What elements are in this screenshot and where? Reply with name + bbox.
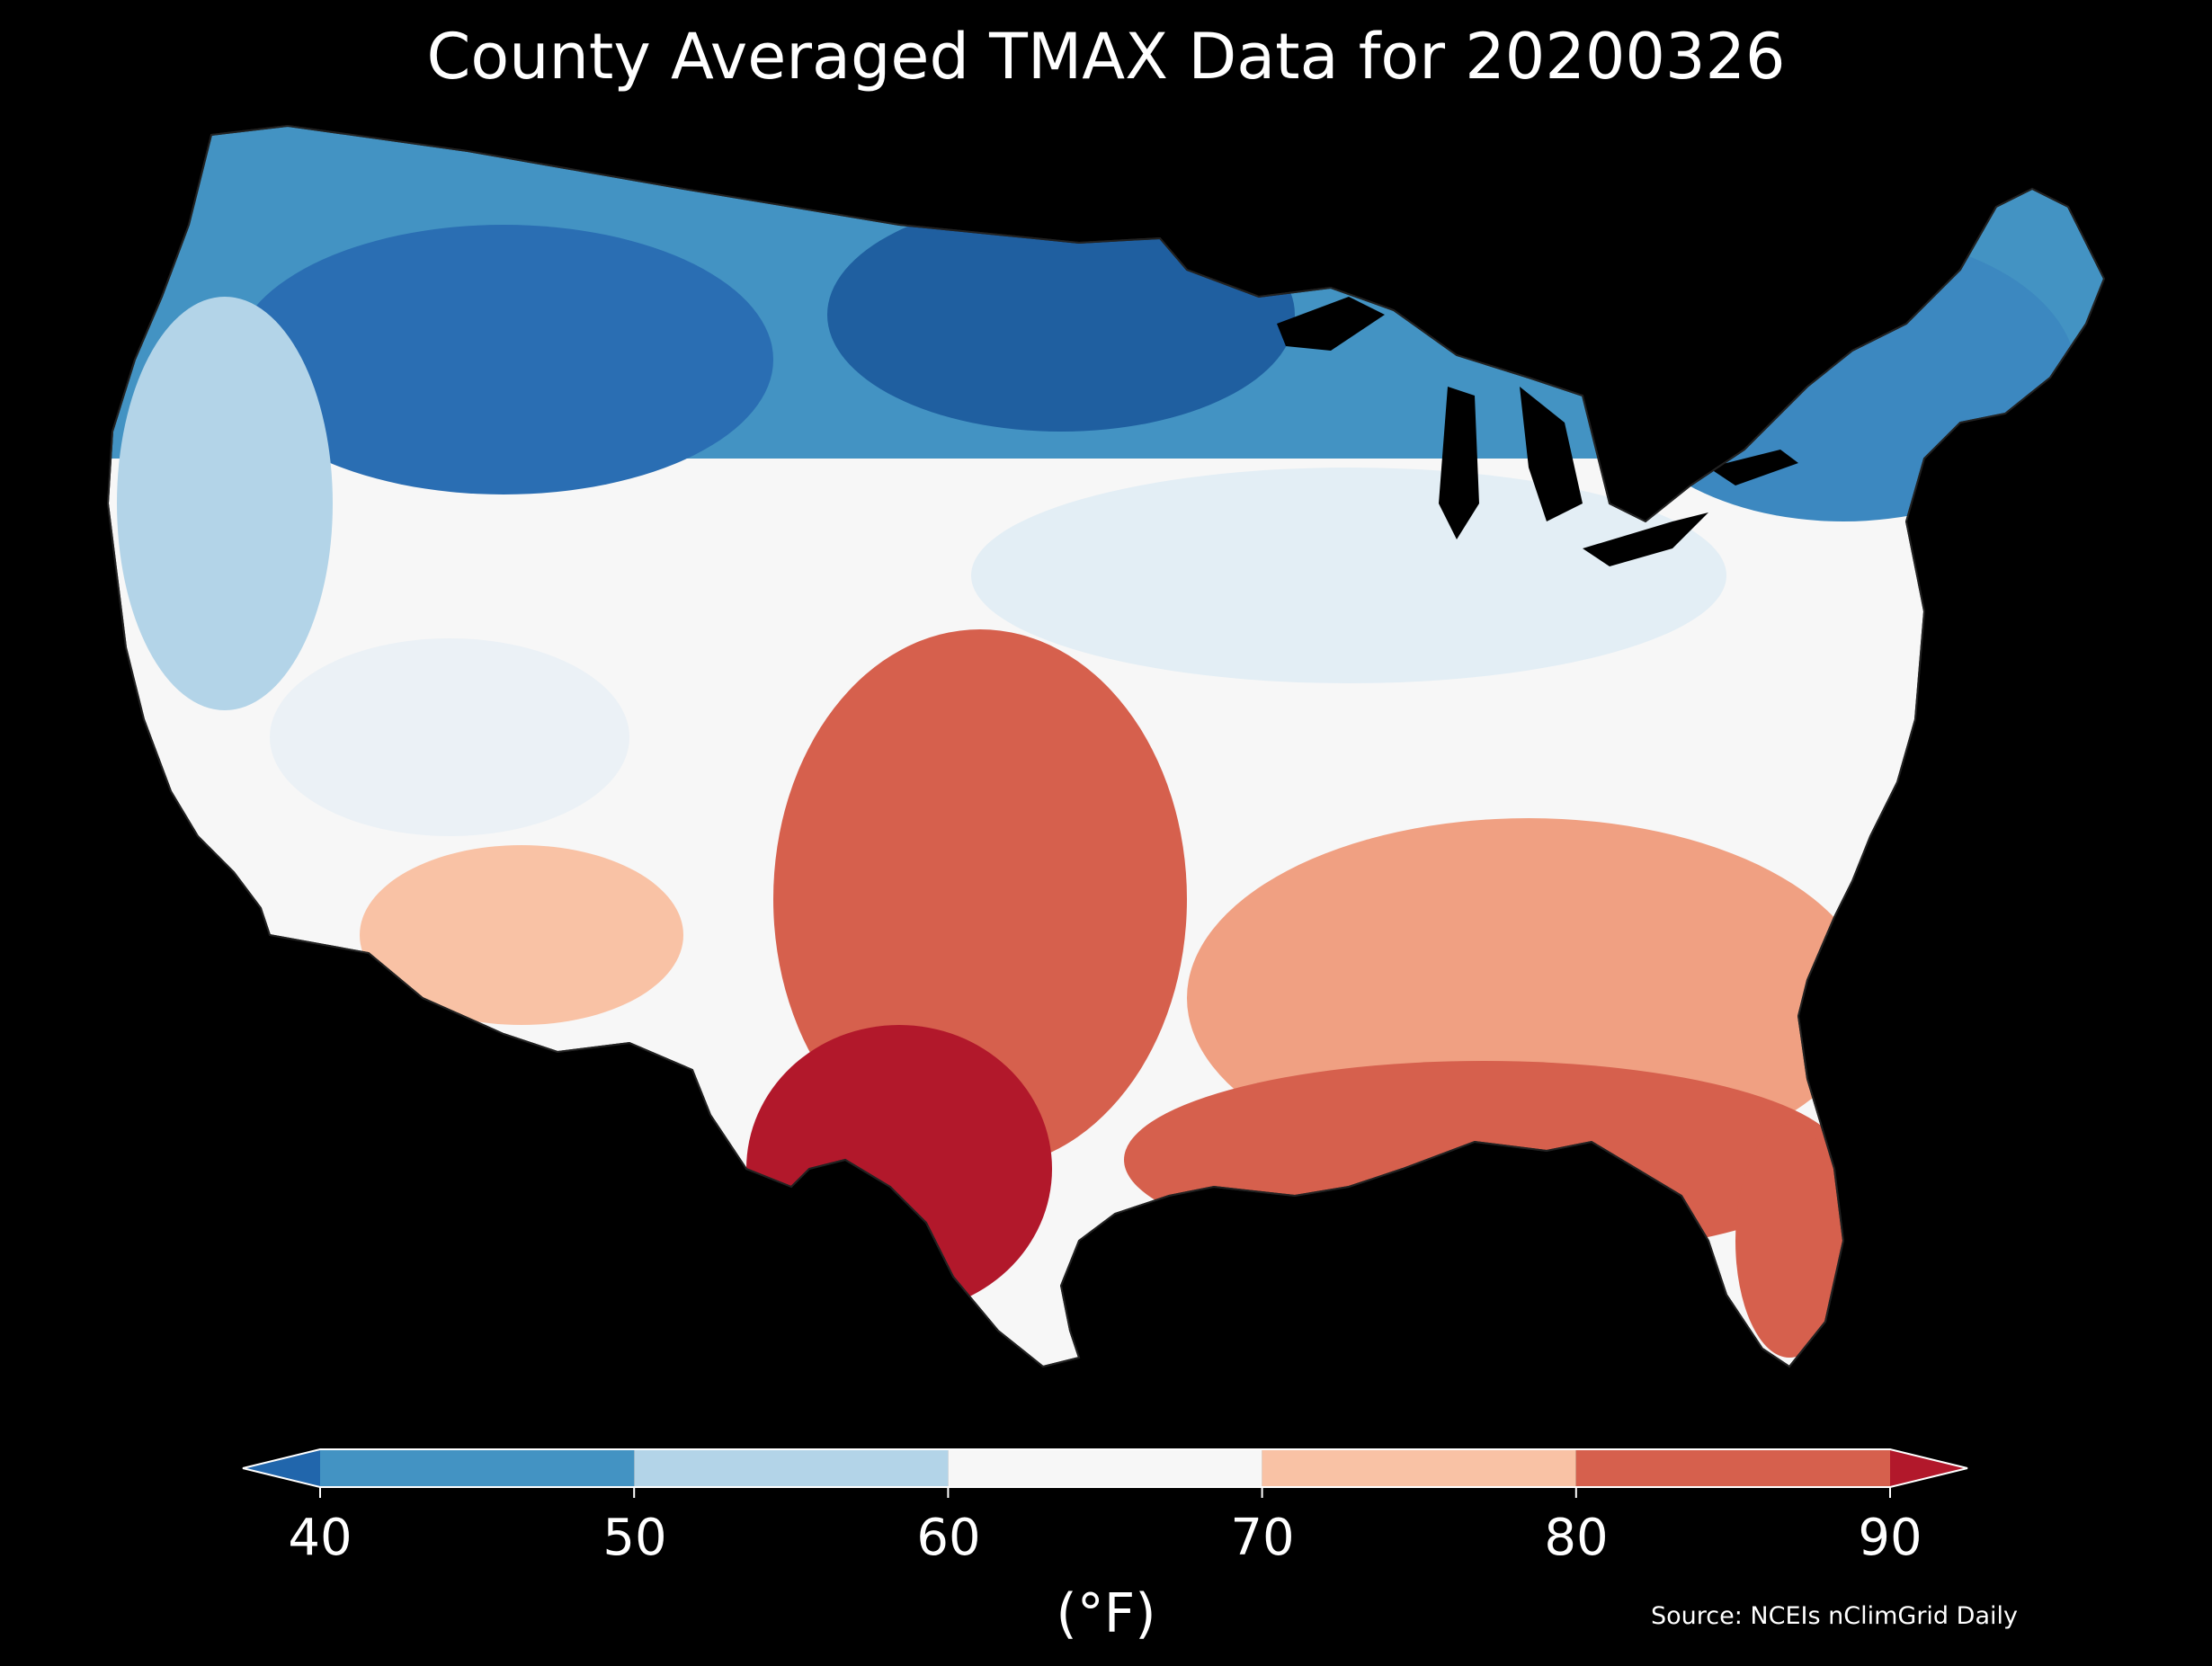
map-title: County Averaged TMAX Data for 20200326 bbox=[426, 20, 1786, 94]
colorbar-tick-40: 40 bbox=[288, 1509, 352, 1567]
region-florida bbox=[1735, 1124, 1843, 1358]
conus-outline bbox=[106, 124, 2106, 1368]
colorbar-tick-90: 90 bbox=[1858, 1509, 1922, 1567]
colorbar-bin-60-70 bbox=[948, 1449, 1262, 1487]
source-credit: Source: NCEIs nClimGrid Daily bbox=[1651, 1602, 2018, 1630]
lake-huron bbox=[1520, 387, 1583, 521]
colorbar-tick-70: 70 bbox=[1230, 1509, 1295, 1567]
region-south-texas-hottest bbox=[746, 1025, 1052, 1313]
colorbar bbox=[242, 1448, 1968, 1498]
lake-superior bbox=[1277, 297, 1385, 351]
colorbar-tick-80: 80 bbox=[1544, 1509, 1609, 1567]
region-dakotas-coldest bbox=[827, 198, 1295, 432]
region-midwest bbox=[971, 468, 1726, 683]
conus-land bbox=[108, 126, 2104, 1367]
region-mountain-west bbox=[234, 225, 773, 494]
region-northeast bbox=[1610, 234, 2077, 521]
colorbar-extend-low bbox=[243, 1449, 320, 1487]
colorbar-bin-40-50 bbox=[320, 1449, 635, 1487]
region-arizona bbox=[360, 845, 683, 1025]
region-southwest-desert bbox=[270, 638, 629, 836]
colorbar-extend-high bbox=[1890, 1449, 1967, 1487]
colorbar-tick-50: 50 bbox=[602, 1509, 667, 1567]
lake-erie bbox=[1583, 512, 1708, 566]
colorbar-unit-label: (°F) bbox=[1056, 1582, 1156, 1645]
colorbar-bin-80-90 bbox=[1575, 1449, 1890, 1487]
colorbar-tick-60: 60 bbox=[916, 1509, 981, 1567]
lake-ontario bbox=[1708, 450, 1798, 486]
region-gulf-coast bbox=[1124, 1061, 1843, 1259]
region-pacific-coast bbox=[117, 297, 333, 710]
colorbar-bin-70-80 bbox=[1262, 1449, 1576, 1487]
colorbar-bin-50-60 bbox=[634, 1449, 949, 1487]
lake-michigan bbox=[1439, 387, 1479, 539]
